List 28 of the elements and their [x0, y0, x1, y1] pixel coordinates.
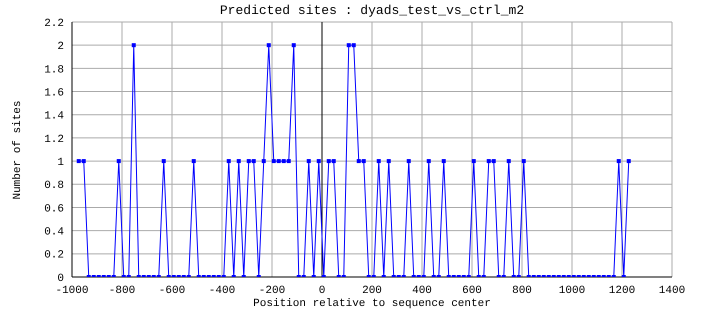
- x-tick-label: -600: [158, 284, 186, 297]
- x-tick-label: -200: [258, 284, 286, 297]
- x-tick-label: 600: [462, 284, 482, 297]
- y-axis-title: Number of sites: [12, 100, 24, 200]
- y-tick-label: 0.8: [44, 180, 64, 192]
- x-tick-label: 1400: [658, 284, 686, 297]
- x-tick-label: 1000: [558, 284, 586, 297]
- x-tick-label: 800: [512, 284, 532, 297]
- y-tick-label: 0: [57, 272, 64, 285]
- x-tick-label: -800: [108, 284, 136, 297]
- x-tick-label: 1200: [608, 284, 636, 297]
- x-tick-label: 400: [412, 284, 432, 297]
- y-tick-label: 1: [57, 156, 64, 169]
- x-tick-label: -400: [208, 284, 236, 297]
- y-tick-label: 0.2: [44, 250, 64, 262]
- y-tick-label: 0.6: [44, 203, 64, 216]
- y-tick-label: 0.4: [44, 226, 64, 239]
- x-tick-label: 200: [362, 284, 382, 297]
- y-tick-label: 2: [57, 41, 64, 54]
- y-tick-label: 2.2: [44, 18, 64, 30]
- chart-title: Predicted sites : dyads_test_vs_ctrl_m2: [218, 3, 526, 18]
- x-tick-label: 0: [318, 284, 326, 297]
- y-tick-label: 1.6: [44, 87, 64, 100]
- y-tick-label: 1.2: [44, 134, 64, 146]
- x-axis-title: Position relative to sequence center: [252, 298, 492, 310]
- y-tick-label: 1.8: [44, 64, 64, 76]
- y-tick-label: 1.4: [44, 110, 64, 123]
- x-tick-label: -1000: [55, 284, 89, 297]
